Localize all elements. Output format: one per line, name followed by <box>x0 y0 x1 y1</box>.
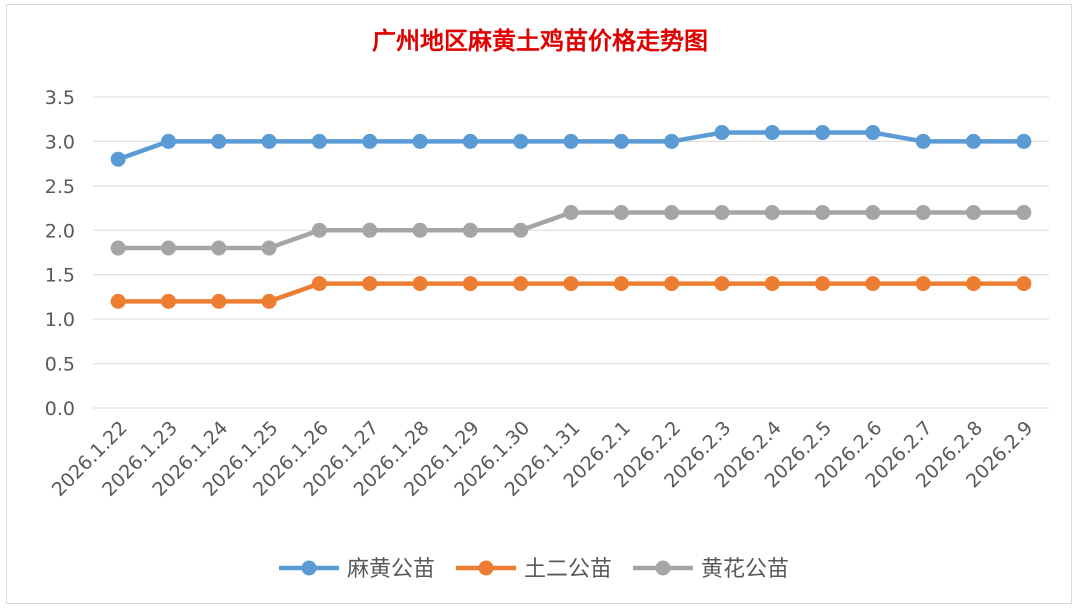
data-point <box>563 205 579 221</box>
data-point <box>261 133 277 149</box>
legend-swatch-marker <box>301 560 317 576</box>
data-point <box>815 125 831 141</box>
data-point <box>815 276 831 292</box>
data-point <box>160 240 176 256</box>
y-tick-label: 0.0 <box>45 398 75 420</box>
data-point <box>311 276 327 292</box>
data-point <box>1016 276 1032 292</box>
y-tick-label: 0.5 <box>45 354 75 376</box>
data-point <box>613 133 629 149</box>
data-point <box>362 222 378 238</box>
data-point <box>915 276 931 292</box>
y-tick-label: 2.0 <box>45 220 75 242</box>
data-point <box>462 276 478 292</box>
data-point <box>311 222 327 238</box>
data-point <box>462 222 478 238</box>
chart-frame: 广州地区麻黄土鸡苗价格走势图 0.0 0.5 1.0 1.5 2.0 2.5 3.0 3.5 … <box>6 4 1072 604</box>
data-point <box>613 205 629 221</box>
data-point <box>764 205 780 221</box>
y-tick-label: 1.5 <box>45 265 75 287</box>
data-point <box>160 133 176 149</box>
legend-swatch-marker <box>478 560 494 576</box>
data-point <box>563 276 579 292</box>
data-point <box>815 205 831 221</box>
data-point <box>664 276 680 292</box>
data-point <box>110 293 126 309</box>
data-point <box>160 293 176 309</box>
data-point <box>462 133 478 149</box>
data-point <box>915 205 931 221</box>
legend-label: 麻黄公苗 <box>347 557 435 582</box>
data-point <box>362 276 378 292</box>
data-point <box>764 276 780 292</box>
data-point <box>613 276 629 292</box>
data-point <box>311 133 327 149</box>
y-tick-label: 3.5 <box>45 87 75 109</box>
data-point <box>412 222 428 238</box>
chart-title: 广州地区麻黄土鸡苗价格走势图 <box>372 26 708 55</box>
data-point <box>714 276 730 292</box>
data-point <box>412 133 428 149</box>
data-point <box>966 133 982 149</box>
y-tick-label: 2.5 <box>45 176 75 198</box>
data-point <box>714 125 730 141</box>
data-point <box>261 240 277 256</box>
data-point <box>211 133 227 149</box>
data-point <box>513 222 529 238</box>
data-point <box>664 133 680 149</box>
y-tick-label: 1.0 <box>45 309 75 331</box>
data-point <box>563 133 579 149</box>
data-point <box>211 240 227 256</box>
data-point <box>211 293 227 309</box>
chart-svg: 广州地区麻黄土鸡苗价格走势图 0.00.51.01.52.02.53.03.5 … <box>45 26 1049 582</box>
data-point <box>1016 205 1032 221</box>
data-point <box>865 125 881 141</box>
data-point <box>513 276 529 292</box>
data-point <box>664 205 680 221</box>
legend-label: 土二公苗 <box>524 557 612 582</box>
data-point <box>110 151 126 167</box>
data-point <box>261 293 277 309</box>
data-point <box>865 205 881 221</box>
data-point <box>764 125 780 141</box>
data-point <box>1016 133 1032 149</box>
data-point <box>915 133 931 149</box>
data-point <box>513 133 529 149</box>
data-point <box>865 276 881 292</box>
data-point <box>966 205 982 221</box>
legend-label: 黄花公苗 <box>701 557 789 582</box>
data-point <box>110 240 126 256</box>
data-point <box>714 205 730 221</box>
data-point <box>362 133 378 149</box>
data-point <box>412 276 428 292</box>
data-point <box>966 276 982 292</box>
legend-swatch-marker <box>655 560 671 576</box>
y-tick-label: 3.0 <box>45 131 75 153</box>
